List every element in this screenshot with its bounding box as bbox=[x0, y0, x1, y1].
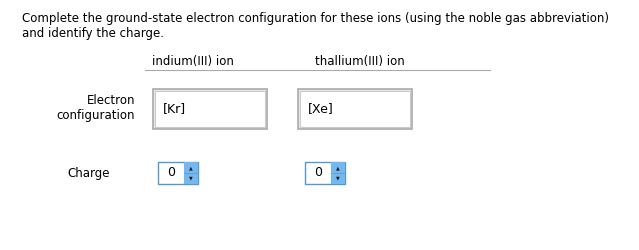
Text: ▲: ▲ bbox=[189, 166, 193, 170]
FancyBboxPatch shape bbox=[331, 162, 345, 173]
Text: [Kr]: [Kr] bbox=[163, 102, 186, 116]
FancyBboxPatch shape bbox=[158, 162, 198, 184]
FancyBboxPatch shape bbox=[331, 173, 345, 184]
FancyBboxPatch shape bbox=[298, 89, 412, 129]
Text: Electron
configuration: Electron configuration bbox=[56, 94, 135, 122]
Text: ▲: ▲ bbox=[336, 166, 340, 170]
Text: ▼: ▼ bbox=[336, 176, 340, 180]
Text: [Xe]: [Xe] bbox=[308, 102, 334, 116]
FancyBboxPatch shape bbox=[184, 173, 198, 184]
Text: indium(III) ion: indium(III) ion bbox=[152, 55, 234, 68]
Text: thallium(III) ion: thallium(III) ion bbox=[315, 55, 405, 68]
Text: 0: 0 bbox=[314, 166, 322, 179]
FancyBboxPatch shape bbox=[155, 91, 265, 127]
Text: ▼: ▼ bbox=[189, 176, 193, 180]
FancyBboxPatch shape bbox=[300, 91, 410, 127]
FancyBboxPatch shape bbox=[305, 162, 345, 184]
Text: Charge: Charge bbox=[68, 166, 110, 179]
FancyBboxPatch shape bbox=[153, 89, 267, 129]
FancyBboxPatch shape bbox=[184, 162, 198, 173]
Text: 0: 0 bbox=[167, 166, 175, 179]
Text: Complete the ground-state electron configuration for these ions (using the noble: Complete the ground-state electron confi… bbox=[22, 12, 609, 40]
